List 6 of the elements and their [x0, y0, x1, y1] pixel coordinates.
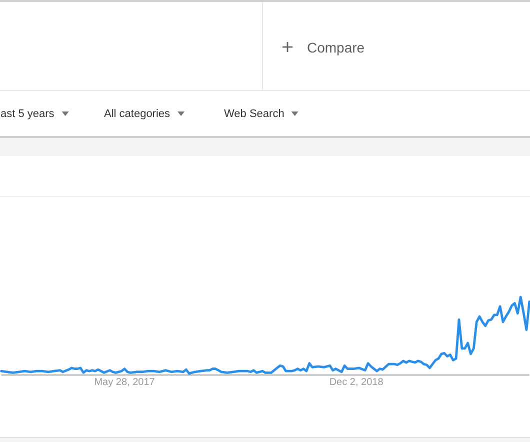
text: All categories: [104, 108, 171, 120]
x-tick-label: May 28, 2017: [94, 377, 156, 388]
x-tick-label: Dec 2, 2018: [329, 377, 384, 388]
text: Web Search: [224, 108, 284, 120]
text: ast 5 years: [0, 108, 55, 120]
text: Compare: [307, 40, 365, 56]
